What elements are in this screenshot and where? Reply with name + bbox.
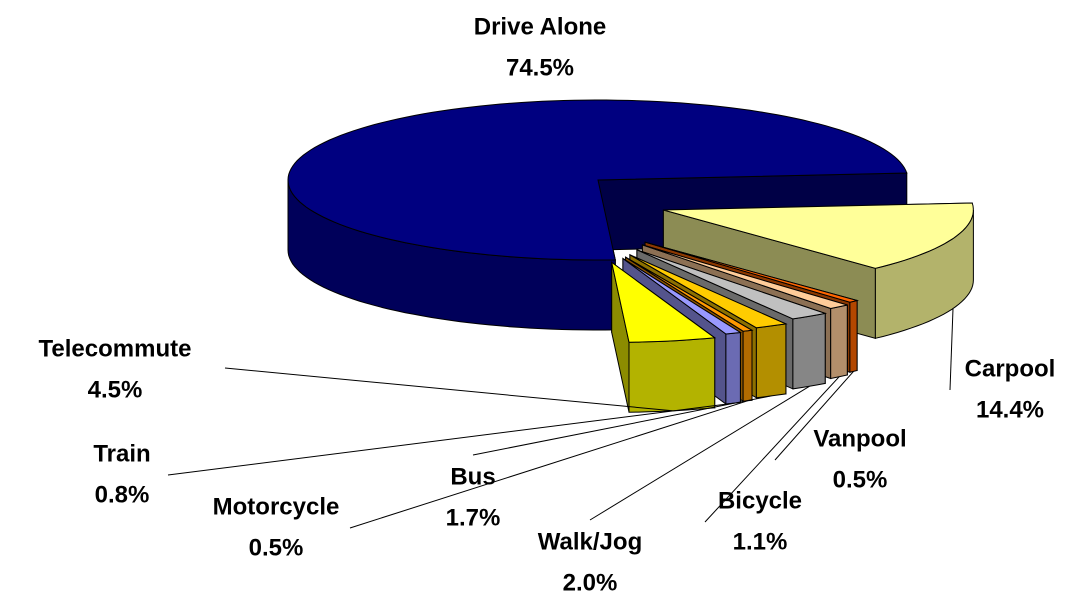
slice-label: Telecommute — [39, 335, 192, 362]
slice-label: Motorcycle — [213, 493, 340, 520]
leader-line — [774, 371, 854, 461]
slice-value-label: 2.0% — [563, 569, 618, 592]
slice — [625, 256, 754, 332]
slice-side — [849, 299, 858, 373]
slice — [642, 244, 848, 310]
slice-label: Vanpool — [813, 425, 906, 452]
slice-side — [792, 312, 826, 390]
slice-value-label: 0.5% — [249, 534, 304, 561]
slice-side — [725, 331, 741, 405]
slice-value-label: 14.4% — [976, 396, 1044, 423]
leader-line — [589, 385, 810, 521]
slice — [644, 241, 860, 303]
slice-label: Bicycle — [718, 487, 802, 514]
slice-label: Walk/Jog — [538, 528, 642, 555]
slice-side — [830, 304, 848, 380]
leader-line — [949, 308, 954, 391]
slice-label: Carpool — [965, 355, 1056, 382]
slice-value-label: 0.5% — [833, 466, 888, 493]
slice — [629, 254, 788, 329]
leader-line — [224, 367, 673, 412]
slice-label: Bus — [450, 463, 495, 490]
slice-side — [755, 323, 787, 399]
slice-label: Train — [93, 440, 150, 467]
slice-label: Drive Alone — [474, 13, 606, 40]
leader-line — [349, 400, 748, 529]
slice-side — [628, 337, 716, 413]
slice-value-label: 0.8% — [95, 481, 150, 508]
slice — [610, 261, 717, 343]
slice-side — [742, 329, 753, 402]
slice-value-label: 1.7% — [446, 504, 501, 531]
slice-value-label: 74.5% — [506, 54, 574, 81]
slice — [287, 99, 908, 261]
leader-line — [704, 376, 840, 523]
leader-line — [167, 402, 734, 476]
slice — [663, 202, 974, 269]
slice-value-label: 4.5% — [88, 376, 143, 403]
slice — [622, 258, 742, 335]
leader-line — [472, 395, 772, 456]
slice-value-label: 1.1% — [733, 528, 788, 555]
slice — [636, 249, 828, 320]
